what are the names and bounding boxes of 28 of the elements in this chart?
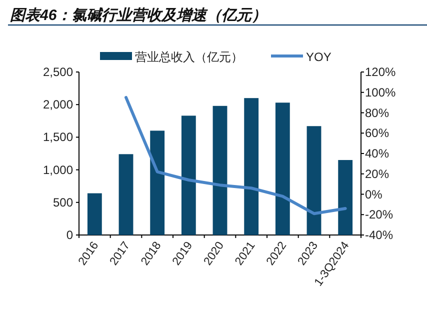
y2-tick-label: 100% xyxy=(365,85,396,100)
bar xyxy=(212,106,228,235)
y2-tick-label: -20% xyxy=(365,208,394,222)
bar xyxy=(87,193,102,235)
y-tick-label: 2,000 xyxy=(42,98,74,112)
bar xyxy=(181,116,196,235)
line-series xyxy=(124,96,347,216)
y-tick-label: 0 xyxy=(66,228,74,242)
legend-label: 营业总收入（亿元） xyxy=(135,50,243,64)
y2-tick-label: -40% xyxy=(365,228,394,242)
y2-tick-label: 20% xyxy=(365,166,390,181)
bar xyxy=(306,126,322,235)
y2-tick-label: 120% xyxy=(365,65,396,79)
bar xyxy=(338,160,353,235)
y2-tick-label: 80% xyxy=(365,106,390,120)
title: 图表46：氯碱行业营收及增速（亿元） xyxy=(10,7,267,24)
bar xyxy=(275,102,290,235)
bar xyxy=(244,98,259,235)
bar xyxy=(118,154,134,235)
bar xyxy=(150,130,165,235)
y2-tick-label: 60% xyxy=(365,126,390,140)
y-tick-label: 1,500 xyxy=(42,130,74,144)
y2-tick-label: 0% xyxy=(365,187,383,202)
y2-tick-label: 40% xyxy=(365,146,390,160)
legend-label: YOY xyxy=(306,50,332,64)
y-tick-label: 500 xyxy=(52,195,74,210)
y-tick-label: 1,000 xyxy=(42,162,74,177)
y-tick-label: 2,500 xyxy=(42,65,74,79)
